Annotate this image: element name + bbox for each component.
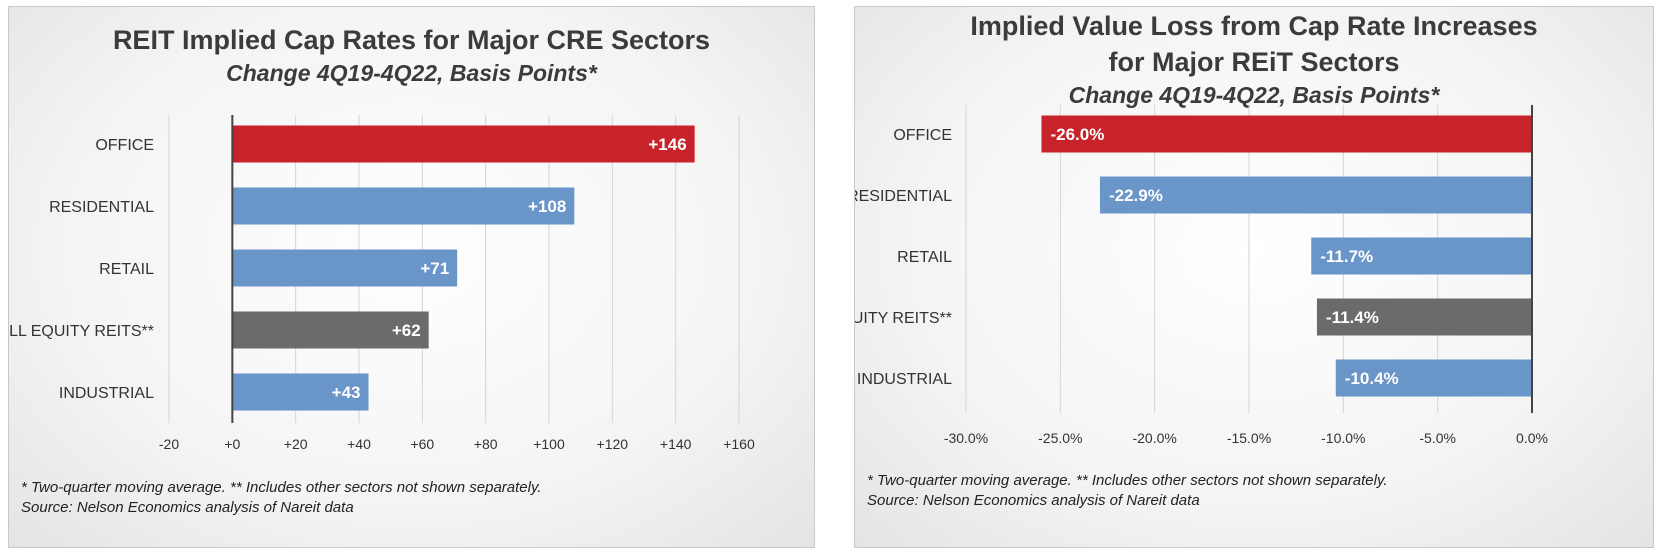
category-label: ALL EQUITY REITS**: [9, 323, 154, 340]
x-tick-label: +0: [224, 436, 240, 452]
chart-source: Source: Nelson Economics analysis of Nar…: [21, 499, 354, 516]
bar: [1316, 298, 1532, 336]
x-tick-label: +60: [410, 436, 434, 452]
cap-rate-bar-chart: +146 OFFICE +108 RESIDENTIAL +71 RETAIL +62 ALL…: [9, 115, 755, 452]
data-label: -22.9%: [1109, 186, 1163, 205]
value-loss-bar-chart: -26.0% OFFICE -22.9% RESIDENTIAL -11.7% RETAI…: [855, 105, 1548, 446]
bar: [232, 373, 369, 411]
category-label: RETAIL: [897, 249, 952, 266]
data-label: +71: [420, 259, 449, 278]
x-tick-label: +20: [284, 436, 308, 452]
category-label: RESIDENTIAL: [855, 188, 952, 205]
x-tick-label: +160: [723, 436, 755, 452]
data-label: +146: [648, 135, 686, 154]
category-label: RESIDENTIAL: [49, 199, 154, 216]
x-tick-label: 0.0%: [1516, 430, 1548, 446]
x-tick-label: -10.0%: [1321, 430, 1365, 446]
x-tick-label: -25.0%: [1038, 430, 1082, 446]
x-tick-label: +100: [533, 436, 565, 452]
bar: [1335, 359, 1532, 397]
x-tick-label: -20.0%: [1132, 430, 1176, 446]
data-label: -11.4%: [1326, 308, 1379, 327]
data-label: +43: [332, 383, 361, 402]
x-tick-label: -15.0%: [1227, 430, 1271, 446]
x-tick-label: -5.0%: [1419, 430, 1456, 446]
chart-title-line-2: for Major REiT Sectors: [1108, 47, 1400, 77]
data-label: +108: [528, 197, 566, 216]
category-label: ALL EQUITY REITS**: [855, 310, 952, 327]
category-label: OFFICE: [893, 127, 952, 144]
chart-subtitle: Change 4Q19-4Q22, Basis Points*: [1068, 82, 1440, 108]
value-loss-chart-panel: Implied Value Loss from Cap Rate Increas…: [854, 6, 1654, 548]
cap-rate-chart-panel: REIT Implied Cap Rates for Major CRE Sec…: [8, 6, 815, 548]
x-tick-label: +120: [597, 436, 629, 452]
bar: [232, 249, 458, 287]
bar: [1311, 237, 1532, 275]
chart-footnote: * Two-quarter moving average. ** Include…: [21, 479, 542, 496]
x-tick-label: +40: [347, 436, 371, 452]
chart-title-line-1: Implied Value Loss from Cap Rate Increas…: [970, 11, 1538, 41]
chart-title: REIT Implied Cap Rates for Major CRE Sec…: [112, 25, 711, 55]
chart-source: Source: Nelson Economics analysis of Nar…: [867, 492, 1200, 509]
chart-footnote: * Two-quarter moving average. ** Include…: [867, 472, 1388, 489]
data-label: -11.7%: [1320, 247, 1373, 266]
category-label: RETAIL: [99, 261, 154, 278]
category-label: INDUSTRIAL: [857, 371, 952, 388]
bar: [232, 187, 575, 225]
bar: [232, 125, 695, 163]
data-label: -10.4%: [1345, 369, 1399, 388]
bar: [1099, 176, 1532, 214]
x-tick-label: +140: [660, 436, 692, 452]
x-tick-label: -20: [159, 436, 179, 452]
category-label: OFFICE: [95, 137, 154, 154]
data-label: +62: [392, 321, 421, 340]
x-tick-label: -30.0%: [944, 430, 988, 446]
category-label: INDUSTRIAL: [59, 385, 154, 402]
data-label: -26.0%: [1050, 125, 1104, 144]
bar: [1041, 115, 1532, 153]
chart-subtitle: Change 4Q19-4Q22, Basis Points*: [226, 60, 597, 86]
x-tick-label: +80: [474, 436, 498, 452]
bar: [232, 311, 429, 349]
